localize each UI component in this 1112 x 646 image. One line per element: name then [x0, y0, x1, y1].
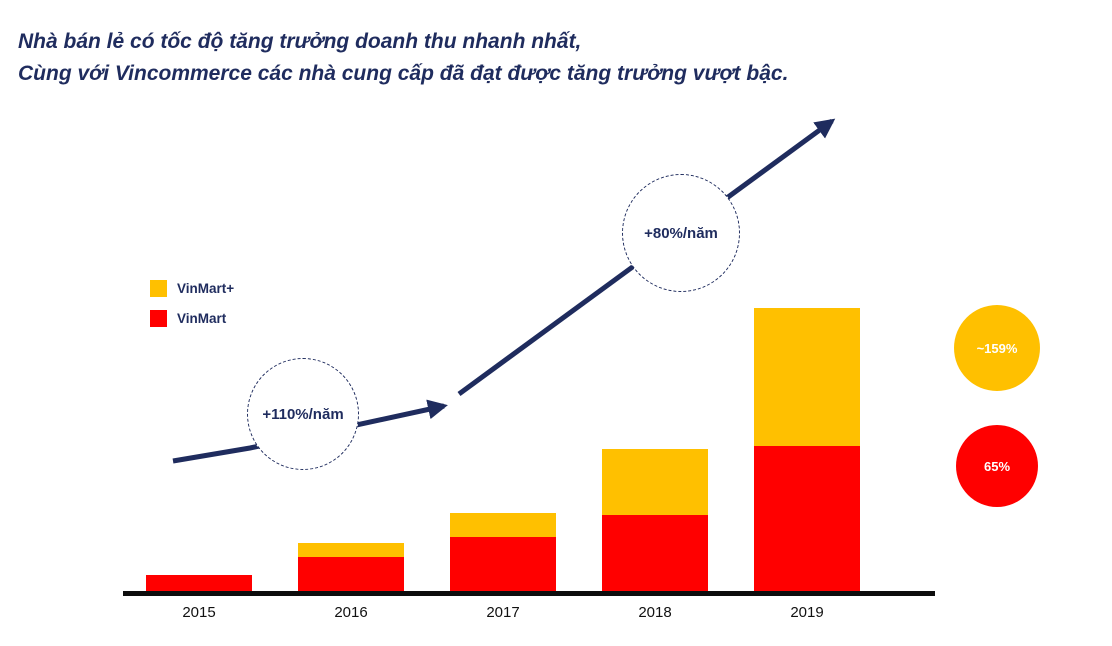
bar-segment-vinmart-2018: [602, 515, 708, 592]
bar-segment-vinmart-plus-2018: [602, 449, 708, 516]
title-line-2: Cùng với Vincommerce các nhà cung cấp đã…: [18, 61, 789, 85]
page-title: Nhà bán lẻ có tốc độ tăng trưởng doanh t…: [18, 26, 788, 89]
annotation-circle-110: +110%/năm: [247, 358, 359, 470]
badge-vinmart-growth: 65%: [956, 425, 1038, 507]
x-axis-labels: 2015 2016 2017 2018 2019: [123, 604, 883, 621]
chart-legend: VinMart+ VinMart: [150, 280, 234, 327]
x-axis-label-2015: 2015: [182, 604, 216, 621]
annotation-80-label: +80%/năm: [644, 224, 718, 242]
title-line-1: Nhà bán lẻ có tốc độ tăng trưởng doanh t…: [18, 30, 582, 53]
bar-segment-vinmart-plus-2016: [298, 542, 404, 557]
bar-segment-vinmart-plus-2017: [450, 513, 556, 537]
annotation-circle-80: +80%/năm: [622, 174, 740, 292]
badge-vinmart-growth-label: 65%: [983, 458, 1011, 474]
bar-2019: [754, 308, 860, 592]
legend-swatch-vinmart-plus: [150, 280, 167, 297]
legend-item-vinmart: VinMart: [150, 310, 234, 327]
x-axis-label-2017: 2017: [486, 604, 520, 621]
annotation-110-label: +110%/năm: [262, 405, 344, 423]
legend-item-vinmart-plus: VinMart+: [150, 280, 234, 297]
badge-vinmart-plus-growth: ~159%: [954, 305, 1040, 391]
bar-slot-2017: [427, 292, 579, 592]
bar-2016: [298, 542, 404, 592]
bar-segment-vinmart-plus-2019: [754, 308, 860, 446]
bar-segment-vinmart-2015: [146, 574, 252, 592]
bar-2018: [602, 449, 708, 592]
x-axis-label-2019: 2019: [790, 604, 824, 621]
bar-slot-2019: [731, 292, 883, 592]
bar-slot-2016: [275, 292, 427, 592]
bar-2015: [146, 574, 252, 592]
bar-segment-vinmart-2017: [450, 536, 556, 592]
x-axis-line: [123, 591, 935, 596]
x-axis-label-2016: 2016: [334, 604, 368, 621]
legend-swatch-vinmart: [150, 310, 167, 327]
bar-slot-2018: [579, 292, 731, 592]
legend-label-vinmart-plus: VinMart+: [177, 281, 235, 296]
legend-label-vinmart: VinMart: [177, 311, 227, 326]
bar-chart: [123, 292, 883, 592]
bar-segment-vinmart-2016: [298, 556, 404, 592]
bar-2017: [450, 513, 556, 592]
bar-segment-vinmart-2019: [754, 445, 860, 592]
x-axis-label-2018: 2018: [638, 604, 672, 621]
badge-vinmart-plus-growth-label: ~159%: [976, 340, 1018, 356]
bar-slot-2015: [123, 292, 275, 592]
